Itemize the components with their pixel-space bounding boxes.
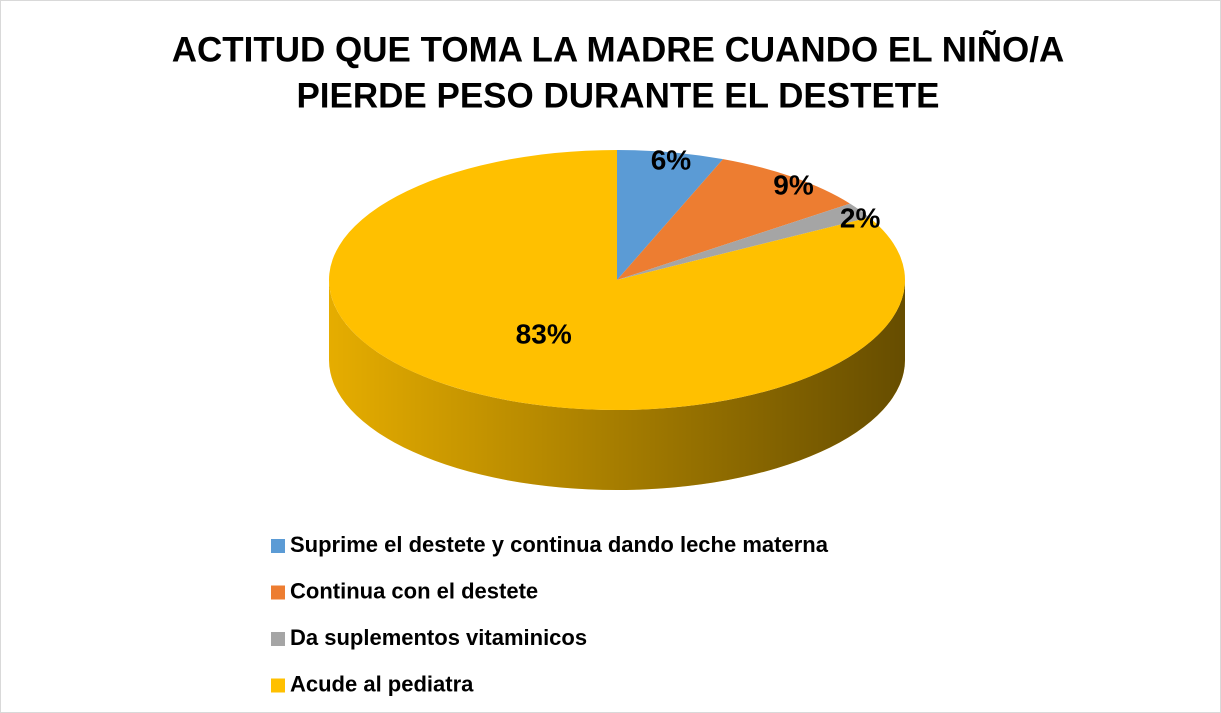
legend-swatch	[271, 678, 285, 693]
legend-swatch	[271, 585, 285, 600]
chart-title: PIERDE PESO DURANTE EL DESTETE	[296, 76, 939, 115]
slice	[329, 150, 906, 411]
slice	[617, 159, 850, 280]
data-label: 6%	[651, 145, 692, 176]
slice	[617, 203, 870, 280]
legend-swatch	[271, 539, 285, 553]
legend-label: Acude al pediatra	[290, 671, 474, 696]
legend-label: Continua con el destete	[290, 578, 538, 603]
slice-side-shade	[329, 280, 905, 490]
legend-swatch	[271, 632, 285, 646]
data-label: 83%	[516, 318, 572, 349]
data-label: 9%	[773, 170, 814, 201]
data-label: 2%	[840, 203, 881, 234]
chart-title: ACTITUD QUE TOMA LA MADRE CUANDO EL NIÑO…	[172, 30, 1064, 69]
legend-label: Suprime el destete y continua dando lech…	[290, 532, 829, 557]
slice	[617, 150, 724, 280]
legend-label: Da suplementos vitaminicos	[290, 625, 587, 650]
